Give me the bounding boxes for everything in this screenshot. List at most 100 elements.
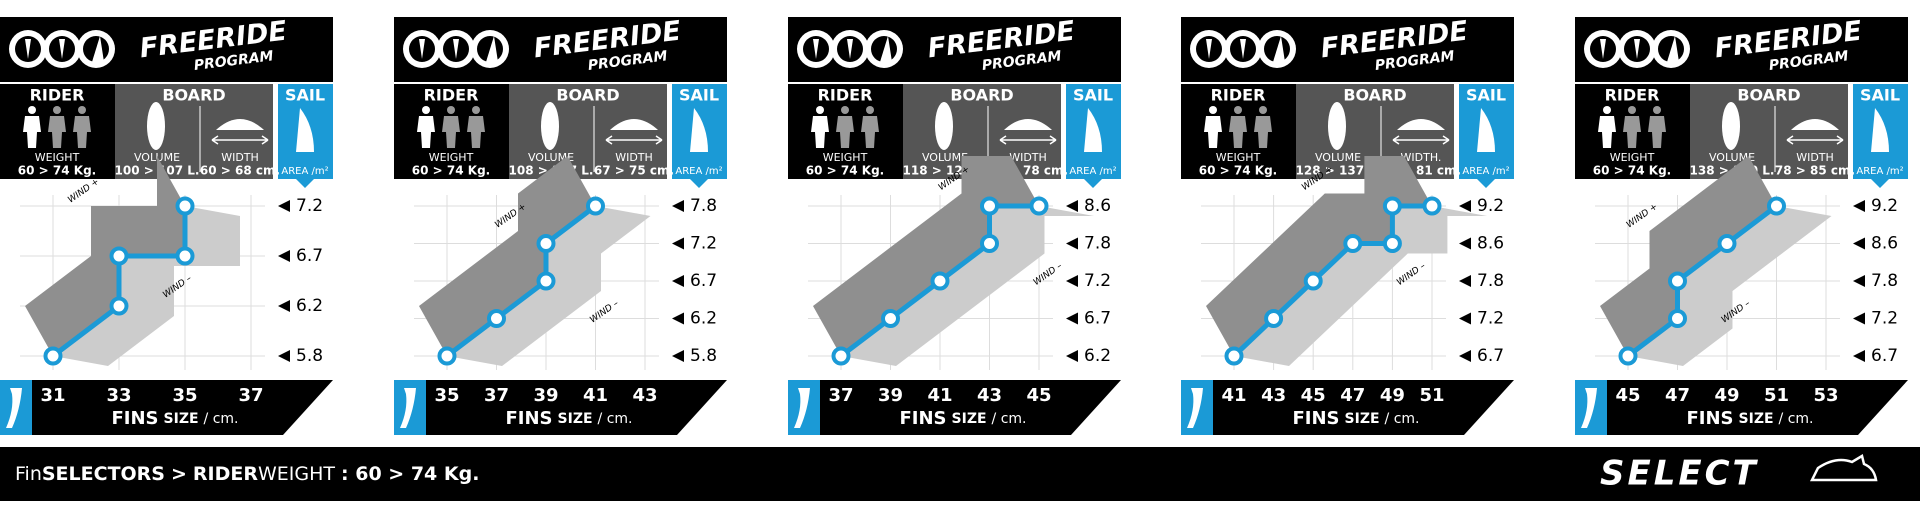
sail-pointer [690,179,708,188]
x-tick-label: 31 [40,385,65,406]
rider-head [422,106,430,114]
rider-body [836,116,854,148]
rider-body [467,116,485,148]
board-icon [935,102,953,150]
program-icon-symbol [1240,39,1246,59]
fin-point [43,346,63,366]
y-tick-arrow [1066,275,1078,287]
board-icon [1722,102,1740,150]
width-arrow [999,135,1057,145]
rider-head [28,106,36,114]
program-icon-symbol [1634,39,1640,59]
rider-head [1209,106,1217,114]
wind-plus-zone [1600,156,1777,356]
rider-label: RIDER [424,86,479,105]
logo: SELECT [1600,454,1759,494]
program-icon-symbol [59,39,65,59]
weight-value: 60 > 74 Kg. [1199,164,1277,178]
wind-minus-zone [841,206,1094,366]
fin-point [1382,234,1402,253]
y-tick-label: 6.2 [1084,346,1111,366]
program-icon-symbol [1206,39,1212,59]
program-icon-symbol [1600,39,1606,59]
sail-pointer [1477,179,1495,188]
y-tick-arrow [1066,312,1078,325]
width-label: WIDTH [1009,151,1047,164]
y-tick-label: 7.2 [690,234,717,254]
x-tick-label: 49 [1714,385,1739,406]
board-label: BOARD [950,86,1013,105]
fin-point [536,234,556,253]
footer-text: FinSELECTORS > RIDERWEIGHT: 60 > 74 Kg. [15,463,479,485]
sail-icon [1477,108,1495,152]
program-icon-symbol [1667,36,1679,62]
y-tick-label: 6.2 [296,296,323,316]
width-value: 78 > 85 cm. [1775,164,1855,178]
width-value: 67 > 75 cm. [594,164,674,178]
board-label: BOARD [1343,86,1406,105]
rider-head [1234,106,1242,114]
footer-selectors: SELECTORS [42,463,165,485]
rider-body [48,116,66,148]
program-icon-symbol [486,36,498,62]
fin-point [536,271,556,291]
x-tick-label: 39 [533,385,558,406]
y-tick-arrow [672,200,684,212]
rider-body [442,116,460,148]
x-tick-label: 49 [1380,385,1405,406]
area-label: AREA /m² [675,166,722,177]
wind-minus-label: WIND – [588,298,621,325]
board-icon [1328,102,1346,150]
program-icon-symbol [1273,36,1285,62]
size-label: SIZE [164,411,199,427]
width-label: WIDTH [221,151,259,164]
y-tick-label: 9.2 [1477,196,1504,216]
wind-minus-zone [53,206,240,366]
board-icon [147,102,165,150]
y-tick-arrow [672,350,684,362]
area-label: AREA /m² [1462,166,1509,177]
area-label: AREA /m² [1856,166,1903,177]
fin-point [586,196,605,216]
rider-head [53,106,61,114]
fins-axis-label: FINS SIZE / cm. [112,408,239,429]
rider-body [417,116,435,148]
x-tick-label: 43 [977,385,1002,406]
size-label: SIZE [952,411,987,427]
x-tick-label: 45 [1301,385,1326,406]
fin-point [1029,196,1049,216]
x-tick-label: 43 [632,385,657,406]
weight-label: WEIGHT [1216,151,1261,164]
y-tick-arrow [672,312,684,325]
rider-head [816,106,824,114]
x-tick-label: 47 [1340,385,1365,406]
rider-body [73,116,91,148]
weight-value: 60 > 74 Kg. [412,164,490,178]
logo-rhino [1809,454,1878,482]
fin-icon [794,388,810,428]
y-tick-arrow [1066,237,1078,250]
width-icon [610,119,658,130]
weight-label: WEIGHT [35,151,80,164]
sail-icon [296,108,314,152]
weight-value: 60 > 74 Kg. [18,164,96,178]
fin-point [1717,234,1737,253]
fin-point [1382,196,1402,216]
y-tick-arrow [1853,200,1865,212]
sail-icon [1871,108,1889,152]
fins-bar [30,380,333,435]
fins-label: FINS [900,408,947,429]
rider-body [1204,116,1222,148]
board-box [509,84,667,179]
y-tick-label: 6.7 [1871,346,1898,366]
board-box [115,84,273,179]
width-icon [1004,119,1052,130]
y-tick-label: 7.2 [296,196,323,216]
x-tick-label: 47 [1665,385,1690,406]
rider-head [447,106,455,114]
fin-point [831,346,851,366]
